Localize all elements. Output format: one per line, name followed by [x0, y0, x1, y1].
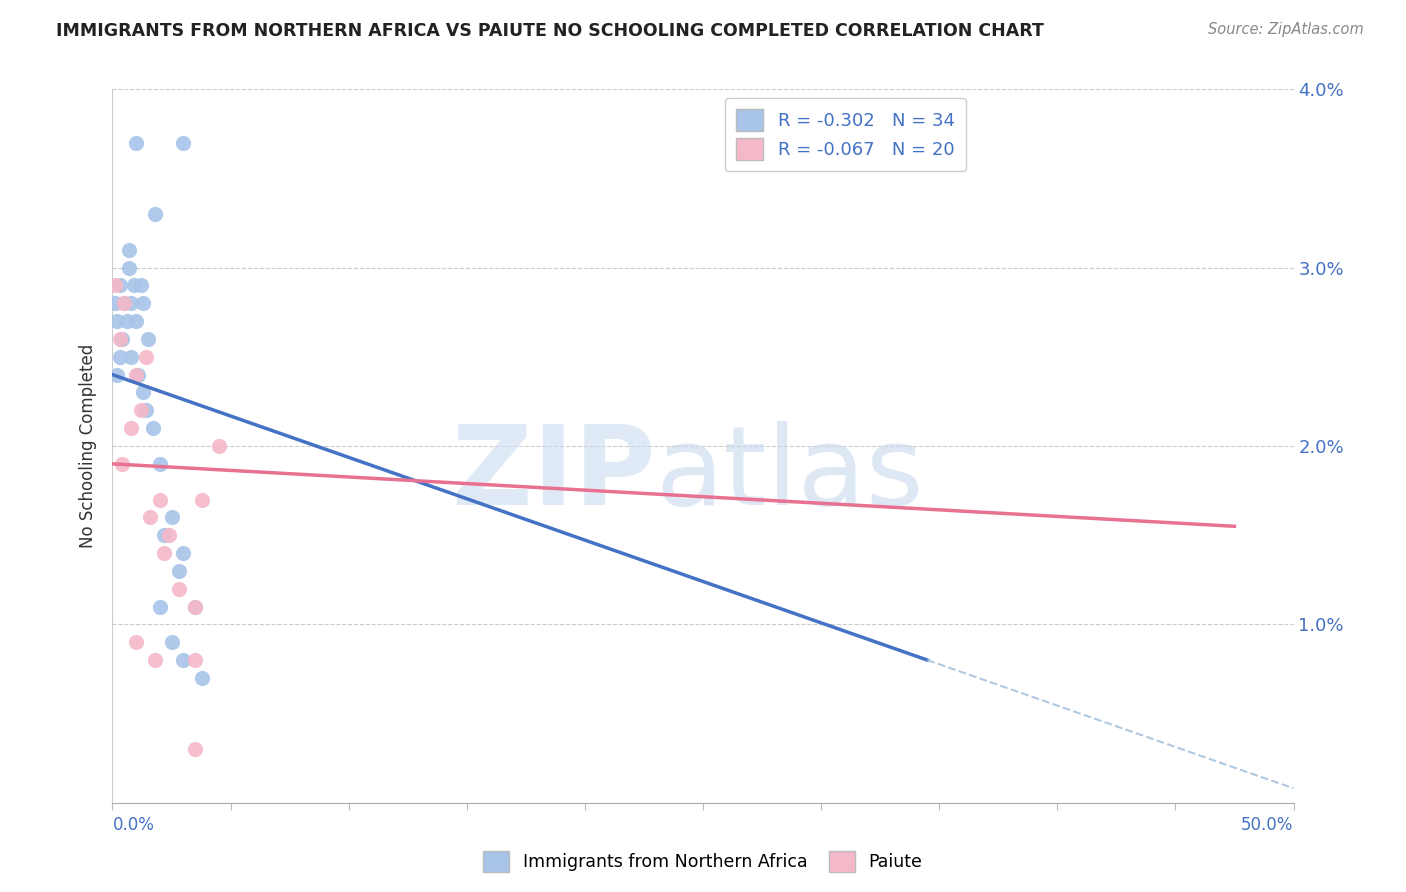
- Text: ZIP: ZIP: [453, 421, 655, 528]
- Point: [191, 671, 214, 685]
- Point: [191, 492, 214, 507]
- Point: [129, 278, 152, 293]
- Point: [118, 260, 141, 275]
- Point: [160, 510, 183, 524]
- Point: [108, 278, 131, 293]
- Point: [118, 243, 141, 257]
- Point: [184, 653, 207, 667]
- Text: atlas: atlas: [655, 421, 924, 528]
- Point: [125, 314, 148, 328]
- Legend: R = -0.302   N = 34, R = -0.067   N = 20: R = -0.302 N = 34, R = -0.067 N = 20: [725, 98, 966, 171]
- Point: [112, 296, 135, 310]
- Point: [149, 599, 172, 614]
- Text: IMMIGRANTS FROM NORTHERN AFRICA VS PAIUTE NO SCHOOLING COMPLETED CORRELATION CHA: IMMIGRANTS FROM NORTHERN AFRICA VS PAIUT…: [56, 22, 1045, 40]
- Point: [129, 403, 152, 417]
- Point: [108, 350, 131, 364]
- Point: [157, 528, 180, 542]
- Point: [112, 296, 135, 310]
- Point: [172, 546, 194, 560]
- Point: [135, 403, 157, 417]
- Legend: Immigrants from Northern Africa, Paiute: Immigrants from Northern Africa, Paiute: [477, 844, 929, 879]
- Point: [208, 439, 231, 453]
- Point: [105, 368, 128, 382]
- Point: [108, 332, 131, 346]
- Point: [143, 653, 166, 667]
- Point: [153, 546, 176, 560]
- Point: [111, 332, 134, 346]
- Point: [172, 136, 194, 150]
- Point: [136, 332, 159, 346]
- Point: [104, 278, 127, 293]
- Point: [184, 599, 207, 614]
- Point: [115, 314, 138, 328]
- Point: [104, 296, 127, 310]
- Point: [149, 457, 172, 471]
- Point: [125, 368, 148, 382]
- Text: 0.0%: 0.0%: [112, 816, 155, 834]
- Point: [142, 421, 165, 435]
- Point: [167, 564, 190, 578]
- Text: Source: ZipAtlas.com: Source: ZipAtlas.com: [1208, 22, 1364, 37]
- Point: [184, 599, 207, 614]
- Point: [184, 742, 207, 756]
- Text: 50.0%: 50.0%: [1241, 816, 1294, 834]
- Point: [105, 314, 128, 328]
- Point: [120, 296, 142, 310]
- Point: [122, 278, 145, 293]
- Point: [111, 457, 134, 471]
- Point: [167, 582, 190, 596]
- Point: [172, 653, 194, 667]
- Point: [132, 296, 155, 310]
- Point: [120, 350, 142, 364]
- Point: [120, 421, 142, 435]
- Point: [160, 635, 183, 649]
- Point: [132, 385, 155, 400]
- Point: [149, 492, 172, 507]
- Point: [143, 207, 166, 221]
- Point: [125, 635, 148, 649]
- Point: [153, 528, 176, 542]
- Point: [127, 368, 149, 382]
- Point: [139, 510, 162, 524]
- Point: [135, 350, 157, 364]
- Y-axis label: No Schooling Completed: No Schooling Completed: [79, 344, 97, 548]
- Point: [125, 136, 148, 150]
